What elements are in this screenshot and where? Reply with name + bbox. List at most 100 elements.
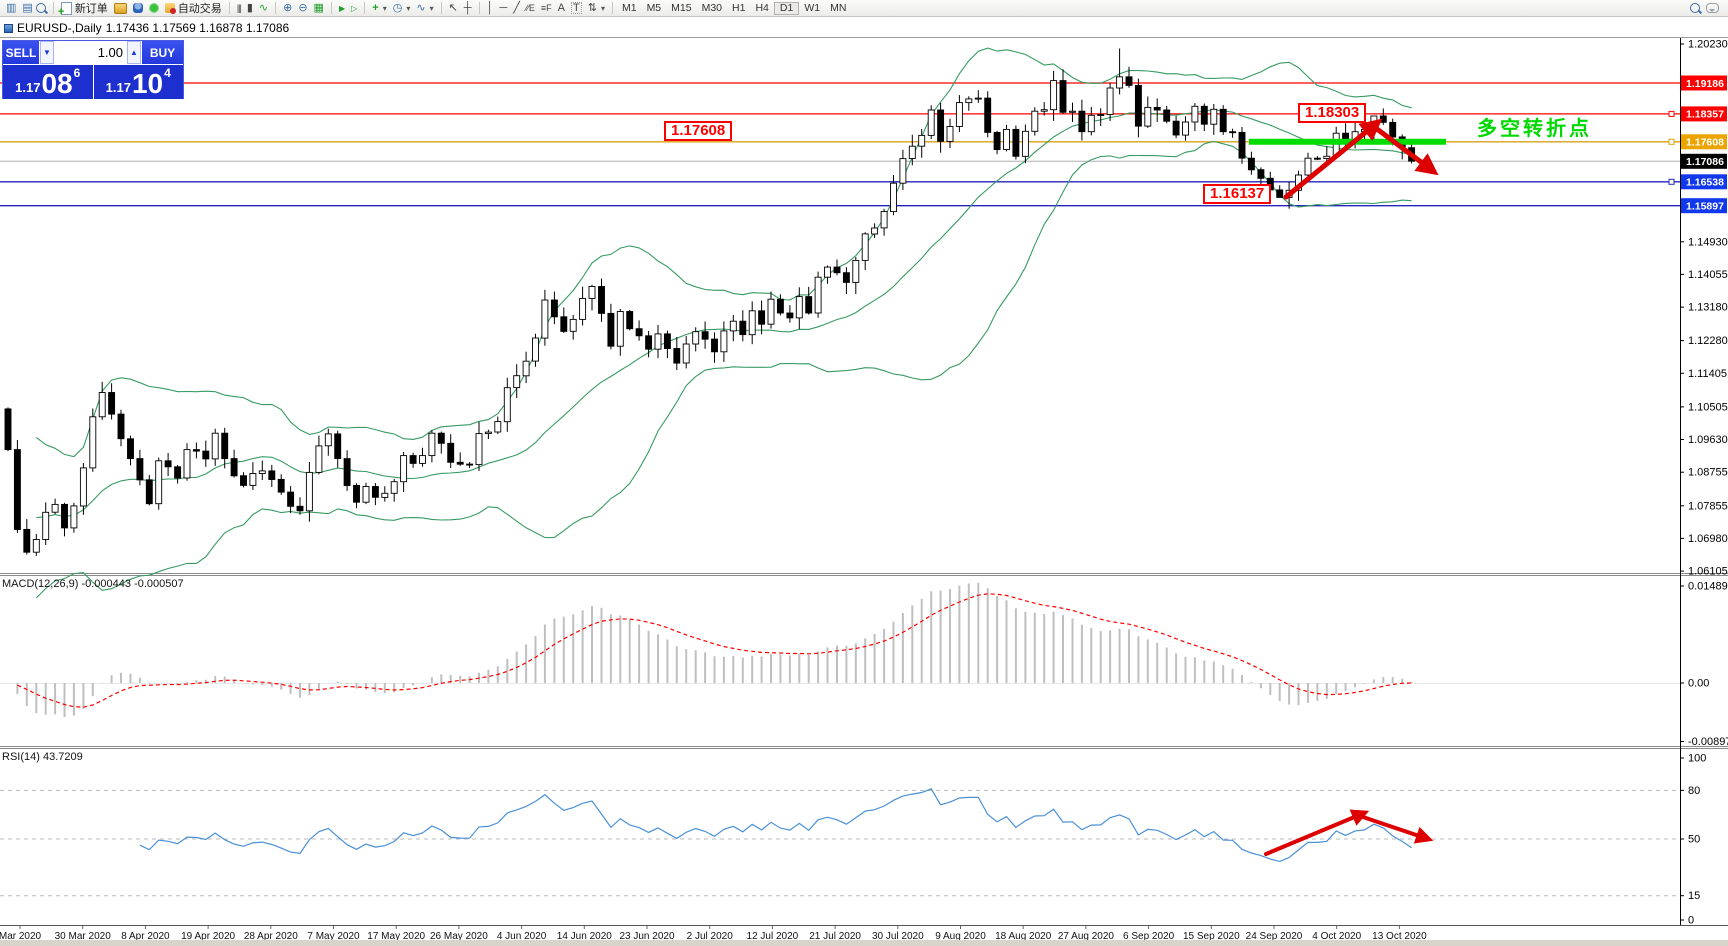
- low-price-label[interactable]: 1.16137: [1203, 184, 1272, 204]
- text-icon: A: [557, 1, 565, 14]
- zoom-in-button[interactable]: ⊕: [280, 1, 295, 16]
- svg-text:27 Aug 2020: 27 Aug 2020: [1058, 931, 1115, 942]
- buy-button[interactable]: BUY: [141, 41, 183, 64]
- svg-text:17 May 2020: 17 May 2020: [367, 931, 425, 942]
- svg-text:100: 100: [1688, 753, 1706, 765]
- candlestick-chart-button[interactable]: ▮: [244, 1, 256, 16]
- svg-text:0.00: 0.00: [1688, 678, 1709, 690]
- zoom-out-button[interactable]: ⊖: [295, 1, 310, 16]
- channel-tool[interactable]: ∕∕E: [523, 1, 538, 16]
- periods-button[interactable]: ◷ ▾: [390, 1, 414, 16]
- chevron-down-icon: ▾: [429, 3, 434, 13]
- signals-button[interactable]: [146, 1, 162, 16]
- templates-button[interactable]: ∿ ▾: [413, 1, 436, 16]
- search-button[interactable]: [1687, 1, 1703, 16]
- chart-ohlc-values: 1.17436 1.17569 1.16878 1.17086: [105, 21, 290, 35]
- price-axis[interactable]: 1.20230 1.14930 1.14055 1.13180 1.12280 1.114…: [1680, 39, 1728, 578]
- macd-axis[interactable]: 0.01489 0.00 -0.008977: [1680, 581, 1728, 749]
- trend-arrow-up[interactable]: [1283, 118, 1383, 200]
- ask-price-pip: 4: [164, 66, 171, 80]
- text-label-tool[interactable]: T: [568, 1, 585, 16]
- auto-trading-button[interactable]: 自动交易: [162, 1, 225, 16]
- svg-text:15: 15: [1688, 890, 1700, 902]
- auto-scroll-button[interactable]: ▶: [336, 1, 348, 16]
- timeframe-d1[interactable]: D1: [773, 1, 800, 15]
- history-center-button[interactable]: [111, 1, 130, 16]
- svg-text:2 Jul 2020: 2 Jul 2020: [687, 931, 734, 942]
- bottom-scrollbar[interactable]: [0, 940, 1728, 946]
- trend-arrow-down[interactable]: [1370, 123, 1439, 176]
- svg-text:1.07855: 1.07855: [1688, 500, 1728, 512]
- rsi-arrow-down[interactable]: [1358, 814, 1434, 844]
- chart-symbol-icon: [4, 23, 13, 33]
- bid-price-big: 08: [41, 68, 73, 99]
- svg-text:1.19186: 1.19186: [1686, 78, 1724, 90]
- timeframe-m5[interactable]: M5: [646, 2, 662, 14]
- rsi-line: [139, 788, 1412, 863]
- timeframe-m1[interactable]: M1: [621, 2, 637, 14]
- svg-text:23 Jun 2020: 23 Jun 2020: [619, 931, 674, 942]
- rsi-levels: [0, 789, 1680, 897]
- tile-windows-button[interactable]: ▦: [311, 1, 327, 16]
- lot-size-input[interactable]: 1.00: [54, 41, 127, 64]
- arrows-tool[interactable]: ⇅ ▾: [585, 1, 608, 16]
- svg-text:1.14055: 1.14055: [1688, 269, 1728, 281]
- vertical-line-tool[interactable]: │: [484, 1, 497, 16]
- sell-button[interactable]: SELL: [3, 41, 40, 64]
- svg-text:26 May 2020: 26 May 2020: [430, 931, 488, 942]
- lot-increase-button[interactable]: ▲: [127, 41, 141, 64]
- new-order-button[interactable]: + 新订单: [58, 1, 111, 17]
- svg-text:80: 80: [1688, 785, 1700, 797]
- svg-text:1.16538: 1.16538: [1686, 177, 1724, 189]
- svg-text:12 Jul 2020: 12 Jul 2020: [747, 931, 799, 942]
- svg-text:4 Oct 2020: 4 Oct 2020: [1312, 931, 1361, 942]
- timeframe-mn[interactable]: MN: [830, 2, 847, 14]
- horizontal-line-tool[interactable]: ─: [496, 1, 510, 16]
- indicators-icon: +: [372, 1, 379, 14]
- charts-window-icon: ▥: [6, 1, 17, 14]
- fibonacci-tool[interactable]: ≡F: [538, 1, 555, 16]
- timeframe-m30[interactable]: M30: [701, 2, 723, 14]
- market-watch-button[interactable]: ▤: [19, 1, 48, 16]
- svg-text:9 Aug 2020: 9 Aug 2020: [935, 931, 986, 942]
- indicators-button[interactable]: + ▾: [369, 1, 389, 16]
- timeframe-w1[interactable]: W1: [804, 2, 821, 14]
- bid-price-small: 1.17: [15, 80, 41, 95]
- text-tool[interactable]: A: [555, 1, 568, 16]
- ask-price-small: 1.17: [105, 80, 131, 95]
- svg-text:19 Apr 2020: 19 Apr 2020: [181, 931, 235, 942]
- bid-price[interactable]: 1.17 08 6: [3, 65, 94, 99]
- svg-text:0.01489: 0.01489: [1688, 581, 1728, 593]
- svg-text:13 Oct 2020: 13 Oct 2020: [1372, 931, 1427, 942]
- line-chart-button[interactable]: ∿: [256, 1, 271, 16]
- lot-decrease-button[interactable]: ▼: [40, 41, 54, 64]
- pivot-note-text[interactable]: 多空转折点: [1477, 118, 1592, 140]
- bar-chart-button[interactable]: |||: [234, 1, 244, 16]
- timeframe-h1[interactable]: H1: [732, 2, 746, 14]
- template-chart-icon: ∿: [416, 1, 426, 14]
- profile-button[interactable]: [130, 1, 146, 16]
- svg-text:1.14930: 1.14930: [1688, 236, 1728, 248]
- svg-text:1.13180: 1.13180: [1688, 302, 1728, 314]
- chat-button[interactable]: [1703, 1, 1722, 16]
- crosshair-tool[interactable]: ┼: [461, 1, 475, 16]
- rsi-arrow-up[interactable]: [1264, 809, 1370, 856]
- date-axis[interactable]: Mar 2020 30 Mar 2020 8 Apr 2020 19 Apr 2020…: [0, 926, 1427, 942]
- timeframe-h4[interactable]: H4: [755, 2, 769, 14]
- trendline-tool[interactable]: ╱: [510, 1, 523, 16]
- svg-text:0: 0: [1688, 915, 1694, 927]
- svg-text:28 Apr 2020: 28 Apr 2020: [244, 931, 298, 942]
- chart-shift-button[interactable]: ▷: [348, 1, 360, 16]
- svg-text:1.11405: 1.11405: [1688, 368, 1727, 380]
- pivot-price-label[interactable]: 1.17608: [664, 121, 733, 141]
- timeframe-m15[interactable]: M15: [671, 2, 692, 14]
- svg-text:1.17608: 1.17608: [1686, 137, 1724, 149]
- cursor-tool[interactable]: ↖: [446, 1, 461, 16]
- rsi-axis[interactable]: 100 80 50 15 0: [1680, 753, 1706, 927]
- ask-price[interactable]: 1.17 10 4: [93, 65, 183, 99]
- auto-trading-label: 自动交易: [177, 3, 222, 15]
- charts-window-button[interactable]: ▥: [3, 1, 19, 16]
- ask-price-big: 10: [131, 68, 164, 99]
- peak-price-label[interactable]: 1.18303: [1298, 103, 1367, 123]
